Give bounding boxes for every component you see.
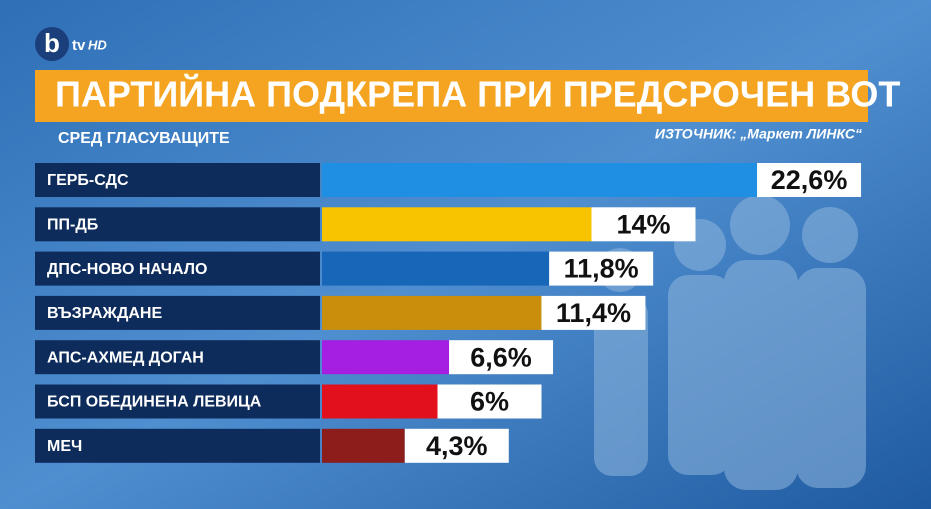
value-box xyxy=(757,163,862,197)
category-box xyxy=(35,295,320,330)
value-box xyxy=(449,340,554,375)
logo: b tv HD xyxy=(35,27,107,61)
bar xyxy=(322,207,592,242)
category-label: ПП-ДБ xyxy=(47,217,98,234)
title-bar xyxy=(35,70,868,122)
category-box xyxy=(35,207,320,242)
category-label: ДПС-НОВО НАЧАЛО xyxy=(47,261,207,278)
value-box xyxy=(549,251,654,286)
logo-badge xyxy=(35,27,69,61)
bar xyxy=(322,163,758,197)
value-box xyxy=(541,295,646,330)
bar xyxy=(322,251,550,286)
bar xyxy=(322,384,438,419)
value-box xyxy=(437,384,542,419)
value-box xyxy=(591,207,696,242)
category-label: ГЕРБ-СДС xyxy=(47,172,129,189)
value-label: 14% xyxy=(616,209,670,239)
category-box xyxy=(35,163,320,197)
chart-title: ПАРТИЙНА ПОДКРЕПА ПРИ ПРЕДСРОЧЕН ВОТ xyxy=(55,73,900,115)
bar xyxy=(322,428,405,463)
category-box xyxy=(35,428,320,463)
value-label: 6% xyxy=(470,387,509,417)
subtitle: СРЕД ГЛАСУВАЩИТЕ xyxy=(58,130,230,147)
category-label: ВЪЗРАЖДАНЕ xyxy=(47,305,162,322)
value-label: 4,3% xyxy=(426,431,488,461)
logo-tv: tv xyxy=(72,37,86,54)
bar xyxy=(322,340,450,375)
value-label: 11,4% xyxy=(556,298,631,328)
logo-b: b xyxy=(44,28,60,58)
value-label: 6,6% xyxy=(470,342,532,372)
category-box xyxy=(35,340,320,375)
category-label: МЕЧ xyxy=(47,438,82,455)
source: ИЗТОЧНИК: „Маркет ЛИНКС“ xyxy=(655,126,862,142)
category-label: АПС-АХМЕД ДОГАН xyxy=(47,349,204,366)
value-label: 22,6% xyxy=(771,165,848,195)
value-box xyxy=(404,428,509,463)
category-box xyxy=(35,251,320,286)
value-label: 11,8% xyxy=(564,254,639,284)
category-label: БСП ОБЕДИНЕНА ЛЕВИЦА xyxy=(47,394,262,411)
category-box xyxy=(35,384,320,419)
bar xyxy=(322,295,542,330)
logo-hd: HD xyxy=(88,37,107,52)
